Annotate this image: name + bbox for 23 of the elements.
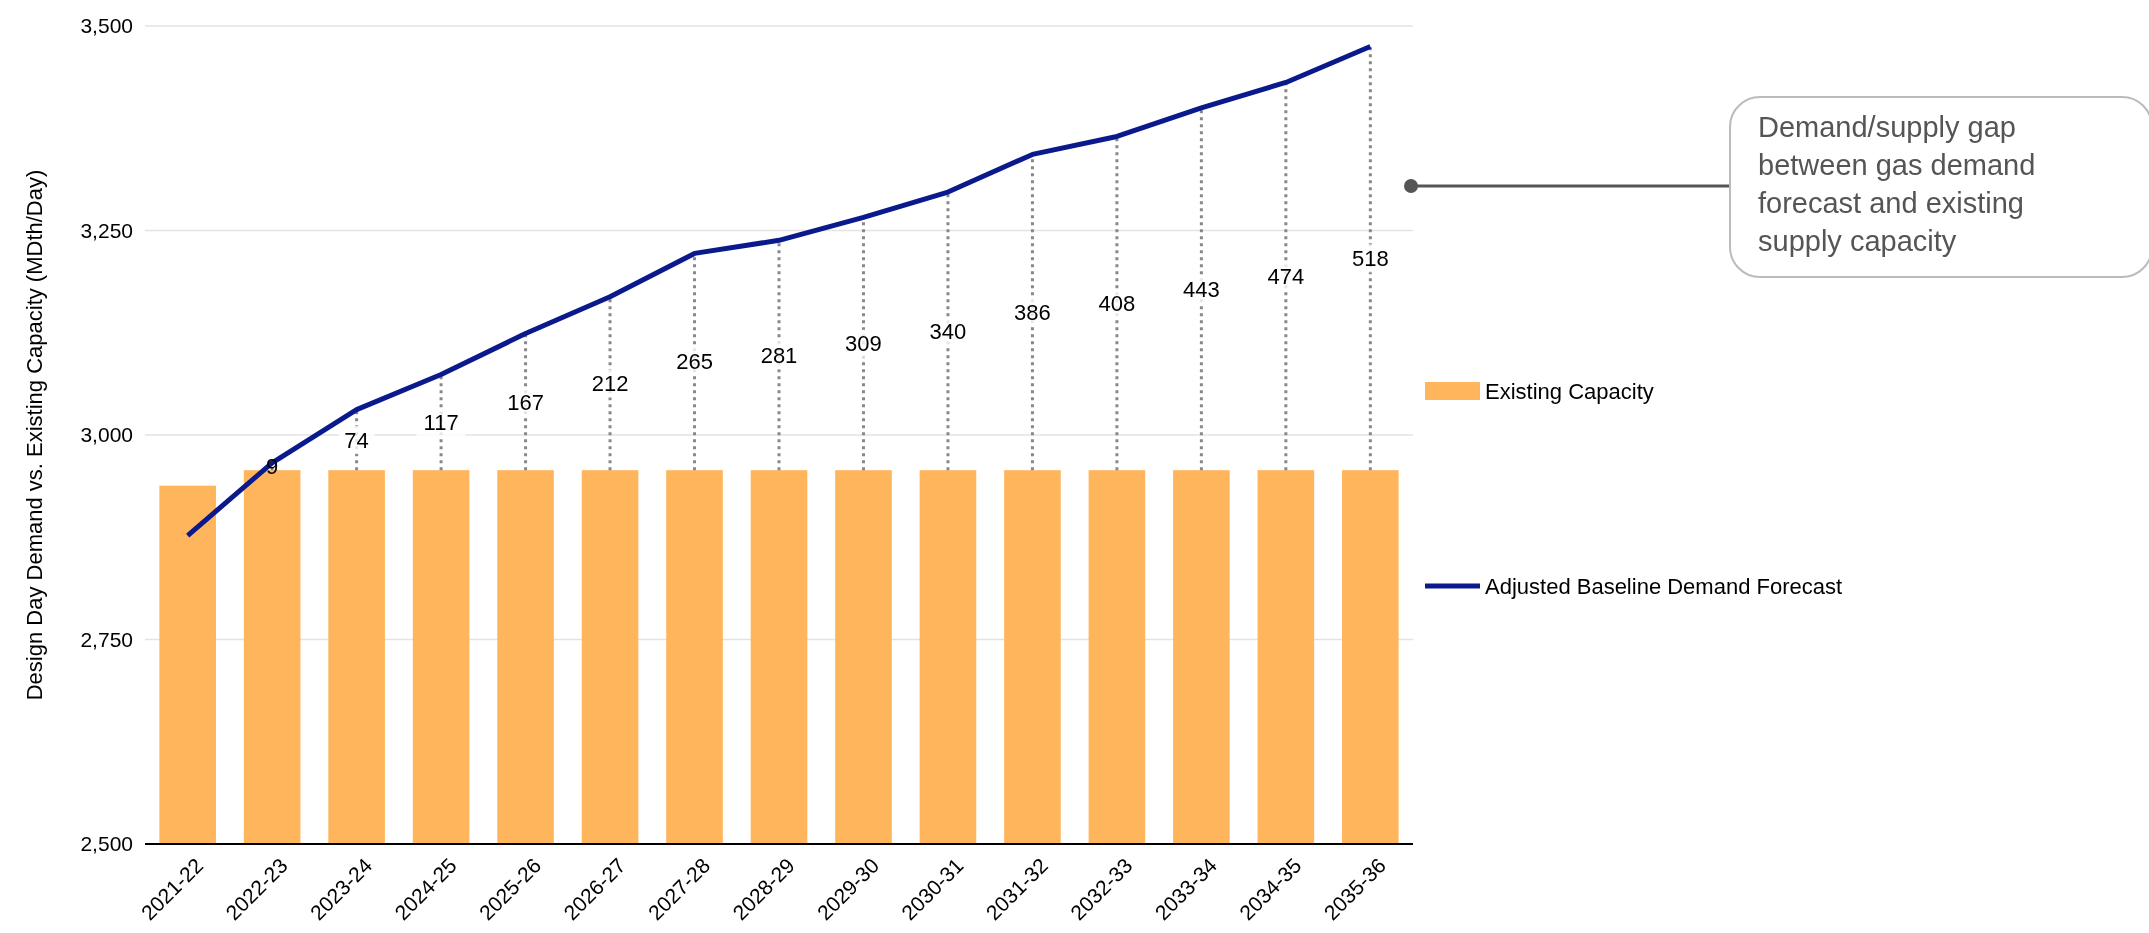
annotation: 443 <box>1183 276 1220 302</box>
annotation: 309 <box>845 331 882 357</box>
annotation: 408 <box>1098 291 1136 316</box>
y-axis-title: Design Day Demand vs. Existing Capacity (MDth/Day) <box>22 169 47 701</box>
legend-label: Existing Capacity <box>1485 378 1654 404</box>
annotation: 117 <box>423 410 459 436</box>
annotation: 340 <box>929 318 967 344</box>
annotation: 386 <box>1014 300 1051 325</box>
annotation: 74 <box>344 427 369 453</box>
annotation: 281 <box>760 342 798 368</box>
legend-label: Adjusted Baseline Demand Forecast <box>1485 573 1843 599</box>
annotation: 9 <box>266 454 279 480</box>
y-tick-label: 3,500 <box>80 14 133 38</box>
y-tick-label: 2,500 <box>80 832 133 856</box>
y-tick-label: 3,000 <box>80 423 133 447</box>
text: Demand/supply gap between gas demand forecast and existing supply capacity <box>1758 111 2036 257</box>
annotation: 212 <box>591 371 629 397</box>
y-tick-label: 3,250 <box>80 218 133 242</box>
annotation: 167 <box>507 389 544 415</box>
annotation: 265 <box>676 349 713 375</box>
annotation: 518 <box>1351 246 1389 272</box>
y-tick-label: 2,750 <box>80 627 133 651</box>
annotation: 474 <box>1267 264 1305 290</box>
